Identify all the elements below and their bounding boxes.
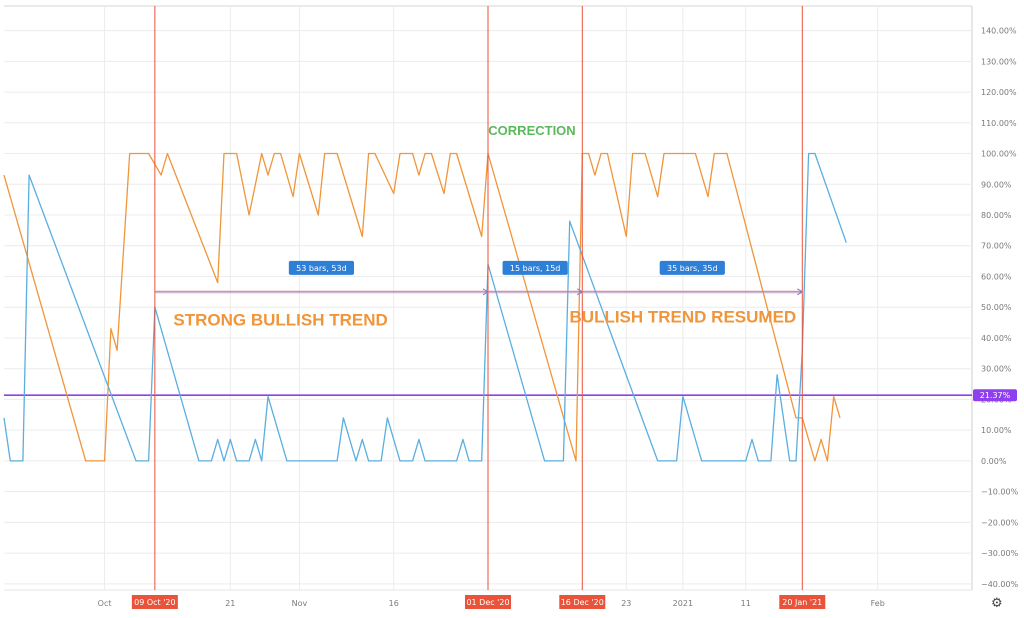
y-tick-label: −40.00% [981,580,1019,589]
x-tick-label: Nov [292,599,308,608]
series-line-1 [3,152,841,462]
annotation-text: CORRECTION [488,123,575,138]
measurements: 53 bars, 53d 15 bars, 15d 35 bars, 35d [154,260,804,296]
annotation-text: STRONG BULLISH TREND [173,311,387,330]
measure-label: 53 bars, 53d [296,264,347,273]
y-tick-label: 110.00% [981,119,1017,128]
date-tag-label: 09 Oct '20 [134,598,175,607]
date-tag-background [559,595,606,609]
date-tag-label: 20 Jan '21 [782,598,822,607]
measure-label-background [502,260,568,275]
y-tick-label: 100.00% [981,150,1017,159]
date-tag-label: 16 Dec '20 [561,598,604,607]
x-tick-label: 21 [225,599,235,608]
y-tick-label: −20.00% [981,518,1019,527]
date-tag-background [465,595,511,609]
y-tick-label: 40.00% [981,334,1012,343]
measure-label: 15 bars, 15d [510,264,561,273]
date-tag-label: 01 Dec '20 [466,598,509,607]
x-tick-label: 2021 [673,599,693,608]
y-tick-label: 60.00% [981,272,1012,281]
vertical-markers: 09 Oct '20 01 Dec '20 16 Dec '20 20 Jan '21 [131,6,826,609]
measure-label-background [288,260,355,275]
series-line-2 [3,152,847,462]
x-tick-label: 23 [621,599,631,608]
y-tick-label: −10.00% [981,488,1019,497]
measure-label: 35 bars, 35d [667,264,718,273]
y-tick-label: 90.00% [981,180,1012,189]
y-tick-label: 70.00% [981,242,1012,251]
measure-arrowhead [797,288,804,296]
level-label-background [973,389,1017,402]
y-tick-label: 50.00% [981,303,1012,312]
gear-icon[interactable]: ⚙ [991,596,1003,611]
series-group [3,152,847,462]
annotation-text: BULLISH TREND RESUMED [570,308,797,327]
y-axis: 140.00% 130.00% 120.00% 110.00% 100.00% 90.00… [981,27,1019,589]
x-tick-label: Oct [98,599,112,608]
date-tag-background [131,595,178,609]
y-tick-label: 0.00% [981,457,1007,466]
date-tag-background [779,595,826,609]
level-label: 21.37% [980,391,1011,400]
y-tick-label: 30.00% [981,365,1012,374]
y-tick-label: 80.00% [981,211,1012,220]
x-tick-label: Feb [871,599,885,608]
y-tick-label: −30.00% [981,549,1019,558]
y-tick-label: 140.00% [981,27,1017,36]
y-tick-label: 10.00% [981,426,1012,435]
y-tick-label: 130.00% [981,57,1017,66]
x-axis: Oct 21 Nov 16 23 2021 11 Feb [98,599,885,608]
x-tick-label: 11 [741,599,751,608]
x-tick-label: 16 [389,599,399,608]
annotations: CORRECTION STRONG BULLISH TREND BULLISH TR… [173,123,796,330]
y-tick-label: 120.00% [981,88,1017,97]
measure-label-background [659,260,725,275]
